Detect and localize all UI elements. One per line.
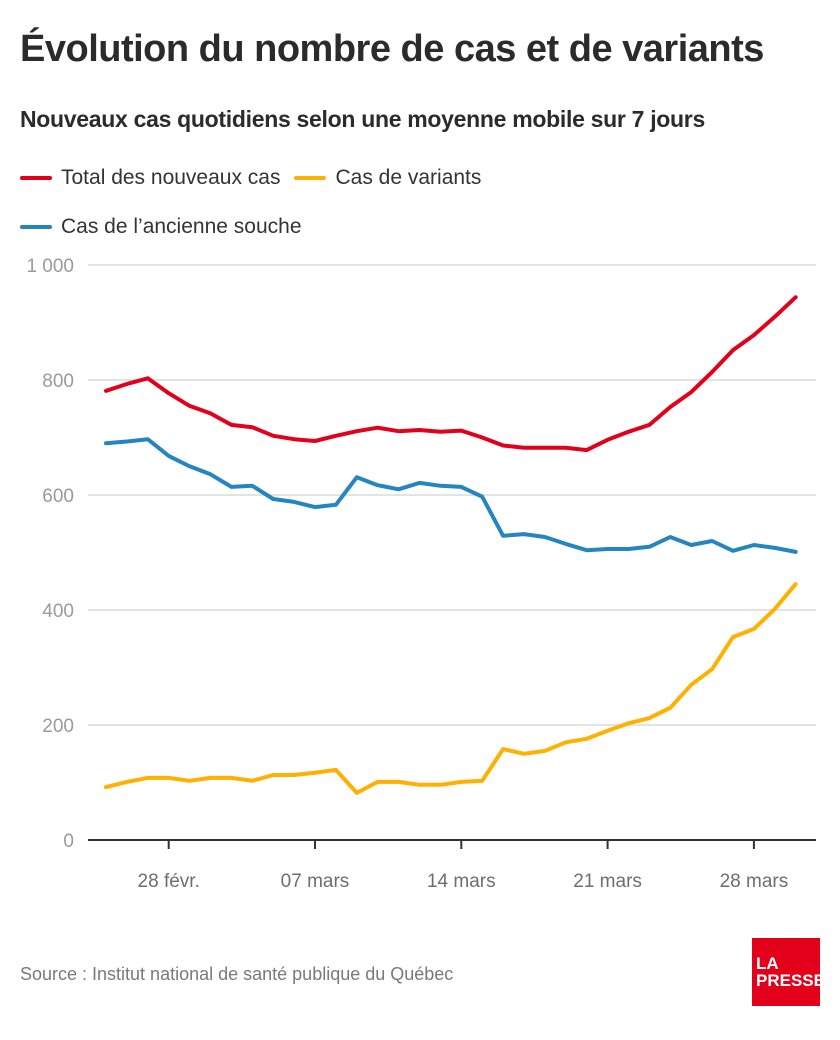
legend-swatch-ancienne-souche	[20, 225, 52, 229]
y-tick-label: 200	[42, 716, 74, 737]
legend-swatch-variants	[294, 176, 327, 180]
legend-item-ancienne-souche: Cas de l’ancienne souche	[20, 215, 302, 239]
y-tick-label: 600	[42, 486, 74, 507]
logo-line-1: LA	[756, 954, 779, 973]
legend-label-ancienne-souche: Cas de l’ancienne souche	[61, 215, 302, 238]
y-axis-tick-labels: 0 200 400 600 800 1 000	[26, 256, 74, 852]
source-note: Source : Institut national de santé publ…	[20, 964, 454, 984]
y-tick-label: 0	[63, 831, 74, 852]
y-tick-label: 1 000	[26, 256, 74, 277]
x-axis: 28 févr. 07 mars 14 mars 21 mars 28 mars	[88, 839, 816, 892]
x-tick-label: 07 mars	[281, 871, 350, 892]
legend-label-total: Total des nouveaux cas	[61, 166, 281, 189]
legend-item-total: Total des nouveaux cas	[20, 166, 280, 190]
logo-line-2: PRESSE	[756, 971, 825, 990]
la-presse-logo: LA PRESSE	[752, 938, 825, 1006]
series-line-ancienne-souche	[104, 437, 798, 554]
series-line-variants	[104, 582, 798, 795]
line-chart: 0 200 400 600 800 1 000 28 févr. 07 mars 14 mar…	[26, 256, 816, 892]
legend-item-variants: Cas de variants	[294, 166, 481, 190]
series-lines	[104, 295, 798, 795]
legend: Total des nouveaux cas Cas de variants C…	[20, 162, 820, 260]
series-line-total	[104, 295, 798, 453]
x-tick-label: 21 mars	[573, 871, 642, 892]
y-tick-label: 400	[42, 601, 74, 622]
chart-title: Évolution du nombre de cas et de variant…	[20, 28, 764, 70]
y-tick-label: 800	[42, 371, 74, 392]
x-tick-label: 14 mars	[427, 871, 496, 892]
x-tick-label: 28 févr.	[138, 871, 200, 892]
chart-subtitle: Nouveaux cas quotidiens selon une moyenn…	[20, 106, 705, 132]
x-tick-label: 28 mars	[720, 871, 789, 892]
legend-row: Cas de l’ancienne souche	[20, 211, 820, 243]
legend-label-variants: Cas de variants	[335, 166, 482, 189]
gridlines	[88, 264, 816, 726]
legend-swatch-total	[20, 176, 52, 180]
legend-row: Total des nouveaux cas Cas de variants	[20, 162, 820, 194]
